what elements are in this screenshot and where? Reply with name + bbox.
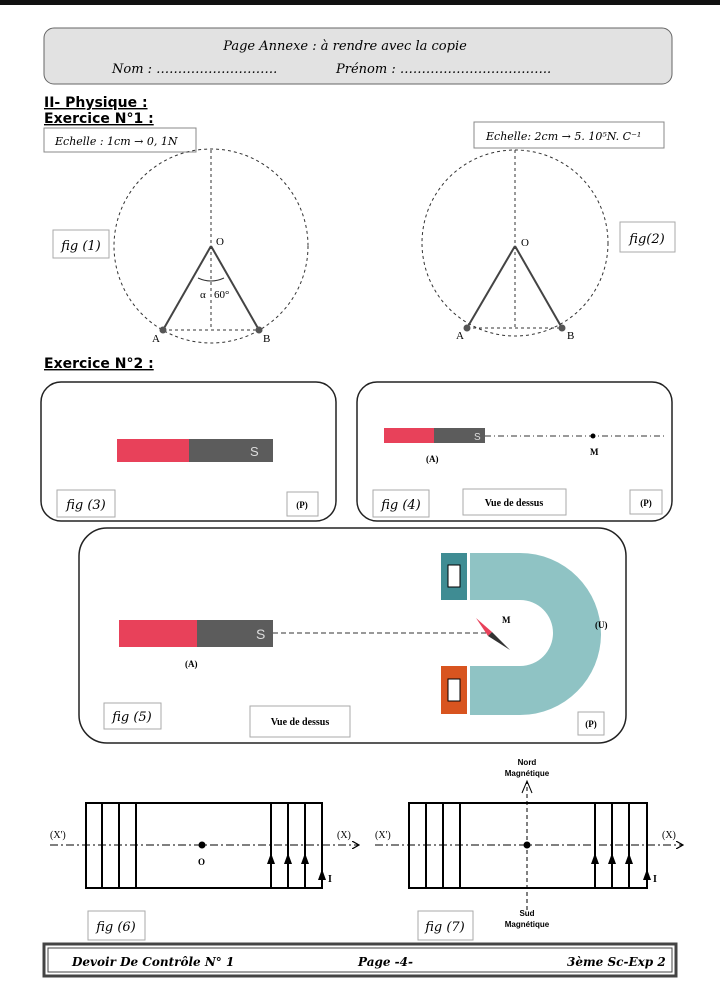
view-label: Vue de dessus xyxy=(271,717,330,728)
fig6-label: fig (6) xyxy=(95,920,136,935)
figure-1: Echelle : 1cm → 0, 1N O A B α 60° fig (1… xyxy=(43,127,309,345)
figure-6 xyxy=(50,802,358,889)
axis-x: (X) xyxy=(662,830,676,841)
fig2-label: fig(2) xyxy=(628,232,664,247)
fig5-label: fig (5) xyxy=(111,710,152,725)
magnet-a-label: (A) xyxy=(426,454,439,464)
prenom-field[interactable]: Prénom : …………………………….. xyxy=(335,62,551,77)
u-magnet-label: (U) xyxy=(595,620,608,630)
plane-label: (P) xyxy=(640,498,652,508)
fig3-label: fig (3) xyxy=(65,498,106,513)
angle-label: 60° xyxy=(214,289,229,301)
scale-1: Echelle : 1cm → 0, 1N xyxy=(54,135,178,148)
u-magnet xyxy=(470,553,601,715)
axis-x-prime: (X') xyxy=(50,830,66,841)
point-a: A xyxy=(152,333,160,345)
section-title: II- Physique : xyxy=(44,95,148,111)
annex-header: Page Annexe : à rendre avec la copie Nom… xyxy=(43,27,673,85)
footer: Devoir De Contrôle N° 1 Page -4- 3ème Sc… xyxy=(42,942,678,978)
pole-s: S xyxy=(250,444,259,459)
fig7-label: fig (7) xyxy=(424,920,465,935)
scale-2: Echelle: 2cm → 5. 10⁵N. C⁻¹ xyxy=(485,130,641,143)
view-label: Vue de dessus xyxy=(485,498,544,509)
current-label: I xyxy=(653,874,657,885)
plane-label: (P) xyxy=(585,719,597,729)
compass-needle-icon xyxy=(476,618,510,650)
figure-3: S fig (3) (P) xyxy=(40,381,337,522)
north-label: Magnétique xyxy=(505,769,550,778)
footer-page-number: Page -4- xyxy=(357,955,413,969)
pole-s: S xyxy=(256,626,265,642)
annex-title: Page Annexe : à rendre avec la copie xyxy=(222,39,467,54)
point-o: O xyxy=(198,857,205,867)
fig4-label: fig (4) xyxy=(380,498,421,513)
point-o: O xyxy=(216,236,224,248)
point-b: B xyxy=(567,330,574,342)
axis-x: (X) xyxy=(337,830,351,841)
figure-5: S (A) M (U) fig (5) Vue de dessus (P) xyxy=(78,527,627,744)
pole-s: S xyxy=(474,432,481,443)
exercise2-title: Exercice N°2 : xyxy=(44,356,154,372)
figure-4: S M (A) fig (4) Vue de dessus (P) xyxy=(356,381,673,522)
figure-7 xyxy=(375,779,682,910)
plane-label: (P) xyxy=(296,500,308,510)
footer-class: 3ème Sc-Exp 2 xyxy=(567,955,666,969)
top-bar xyxy=(0,0,720,5)
point-m: M xyxy=(502,615,511,625)
current-label: I xyxy=(328,874,332,885)
north-label: Nord xyxy=(518,758,537,767)
magnet-a-label: (A) xyxy=(185,659,198,669)
point-o: O xyxy=(521,237,529,249)
point-m: M xyxy=(590,447,599,457)
south-label: Magnétique xyxy=(505,920,550,929)
axis-x-prime: (X') xyxy=(375,830,391,841)
exercise1-title: Exercice N°1 : xyxy=(44,111,154,127)
point-a: A xyxy=(456,330,464,342)
footer-exam-title: Devoir De Contrôle N° 1 xyxy=(71,955,234,969)
fig1-label: fig (1) xyxy=(60,239,101,254)
figure-2: Echelle: 2cm → 5. 10⁵N. C⁻¹ O A B fig(2) xyxy=(421,121,676,342)
point-b: B xyxy=(263,333,270,345)
alpha-label: α xyxy=(200,289,206,301)
south-label: Sud xyxy=(519,909,534,918)
nom-field[interactable]: Nom : ………………………. xyxy=(111,62,277,77)
